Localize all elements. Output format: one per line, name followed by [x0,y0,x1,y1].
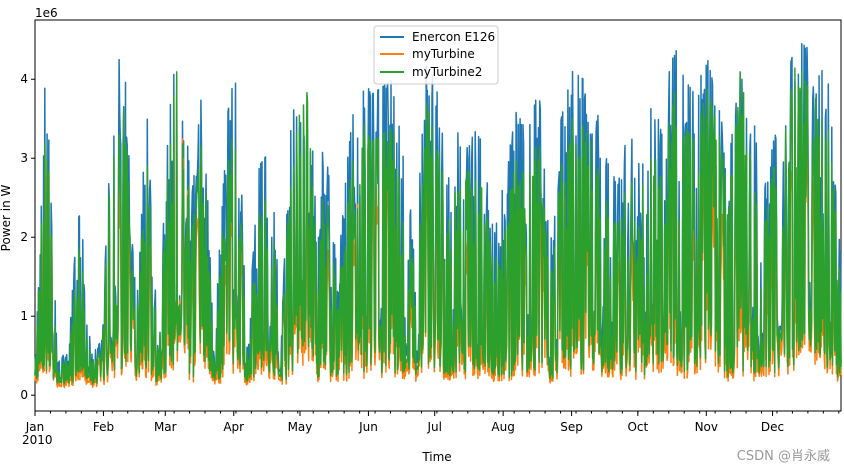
y-tick-label: 2 [20,230,28,244]
x-tick-label: Jan [25,420,45,434]
legend: Enercon E126 myTurbine myTurbine2 [373,25,499,85]
legend-label-myturbine2: myTurbine2 [412,65,482,79]
x-tick-label: Feb [93,420,114,434]
x-axis-ticks: Jan Feb Mar Apr May Jun Jul Aug Sep Oct Nov Dec [25,411,840,434]
x-tick-label: Aug [491,420,514,434]
x-tick-label: Apr [223,420,244,434]
plot-area [34,19,842,412]
legend-label-myturbine: myTurbine [412,47,475,61]
x-year-label: 2010 [22,433,53,447]
legend-label-enercon-e126: Enercon E126 [412,30,495,44]
x-tick-label: Mar [154,420,177,434]
y-tick-label: 4 [20,72,28,86]
x-axis-label: Time [421,450,451,464]
y-tick-label: 3 [20,151,28,165]
x-tick-label: Dec [761,420,784,434]
x-tick-label: Sep [560,420,583,434]
y-tick-label: 0 [20,388,28,402]
y-axis-ticks: 0 1 2 3 4 [20,72,35,402]
x-tick-label: Oct [627,420,648,434]
y-axis-label: Power in W [0,185,13,252]
watermark: CSDN @肖永威 [736,449,830,464]
y-tick-label: 1 [20,309,28,323]
series-line [34,67,842,385]
x-tick-label: Jul [426,420,441,434]
x-tick-label: May [288,420,313,434]
series-myturbine2 [34,67,842,385]
y-scale-label: 1e6 [35,6,58,20]
x-tick-label: Jun [358,420,378,434]
legend-box [373,25,499,85]
x-tick-label: Nov [695,420,718,434]
